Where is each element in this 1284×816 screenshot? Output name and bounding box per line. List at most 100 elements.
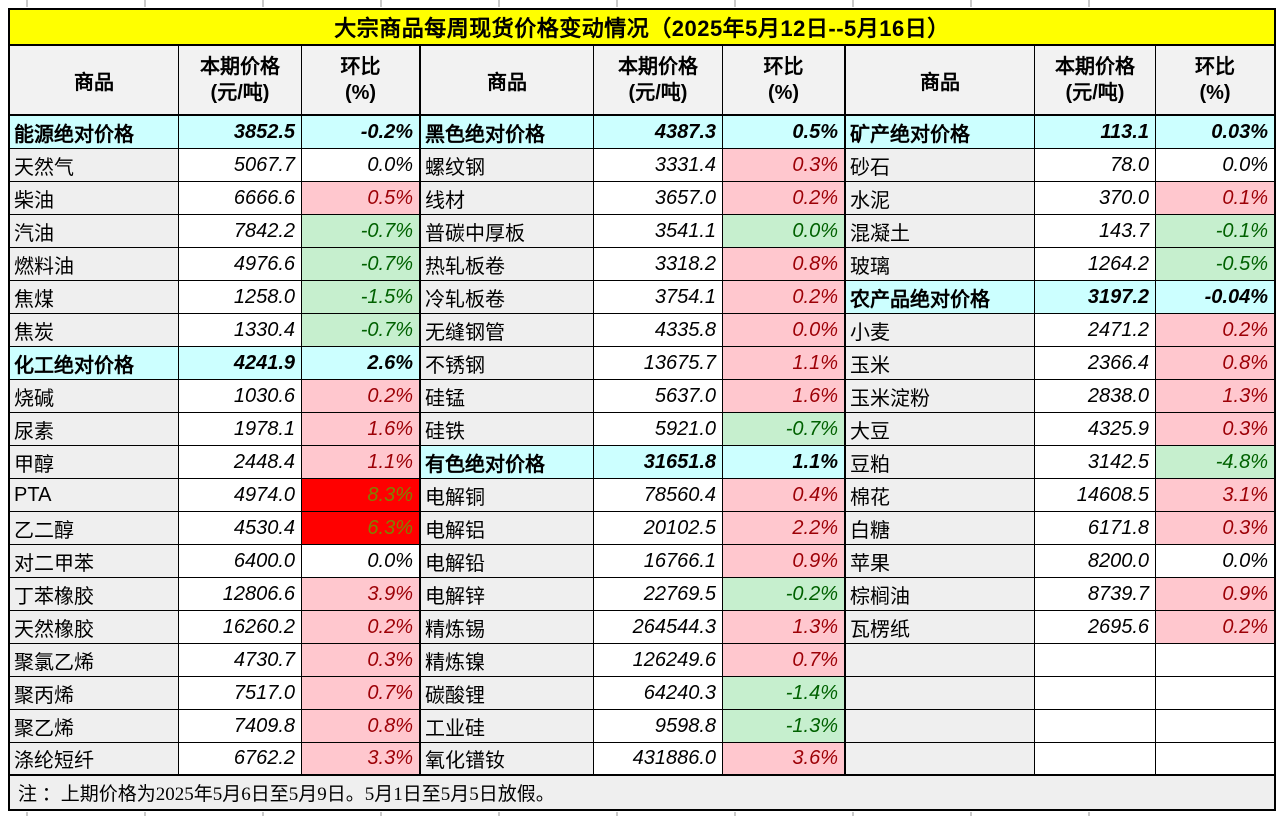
pct-cell[interactable]: [1156, 644, 1274, 677]
price-cell[interactable]: [1035, 644, 1156, 677]
commodity-name-cell[interactable]: 瓦楞纸: [846, 611, 1035, 644]
pct-cell[interactable]: -4.8%: [1156, 446, 1274, 479]
price-cell[interactable]: 3331.4: [594, 149, 723, 182]
pct-cell[interactable]: 0.1%: [1156, 182, 1274, 215]
price-cell[interactable]: 6400.0: [179, 545, 302, 578]
price-cell[interactable]: 4387.3: [594, 116, 723, 149]
commodity-name-cell[interactable]: [846, 677, 1035, 710]
pct-cell[interactable]: 1.1%: [723, 347, 846, 380]
header-pct-1[interactable]: 环比 (%): [302, 46, 421, 116]
price-cell[interactable]: 4976.6: [179, 248, 302, 281]
price-cell[interactable]: 8739.7: [1035, 578, 1156, 611]
price-cell[interactable]: 16766.1: [594, 545, 723, 578]
commodity-name-cell[interactable]: 能源绝对价格: [10, 116, 179, 149]
price-cell[interactable]: 6762.2: [179, 743, 302, 776]
pct-cell[interactable]: 0.2%: [723, 281, 846, 314]
price-cell[interactable]: 78.0: [1035, 149, 1156, 182]
header-pct-3[interactable]: 环比 (%): [1156, 46, 1274, 116]
price-cell[interactable]: 4530.4: [179, 512, 302, 545]
pct-cell[interactable]: 0.2%: [302, 380, 421, 413]
price-cell[interactable]: 5637.0: [594, 380, 723, 413]
commodity-name-cell[interactable]: 棕榈油: [846, 578, 1035, 611]
price-cell[interactable]: 3852.5: [179, 116, 302, 149]
header-price-1[interactable]: 本期价格 (元/吨): [179, 46, 302, 116]
pct-cell[interactable]: 0.03%: [1156, 116, 1274, 149]
commodity-name-cell[interactable]: 电解锌: [421, 578, 594, 611]
commodity-name-cell[interactable]: 矿产绝对价格: [846, 116, 1035, 149]
header-commodity-3[interactable]: 商品: [846, 46, 1035, 116]
pct-cell[interactable]: -0.7%: [723, 413, 846, 446]
commodity-name-cell[interactable]: 燃料油: [10, 248, 179, 281]
commodity-name-cell[interactable]: 聚乙烯: [10, 710, 179, 743]
commodity-name-cell[interactable]: 线材: [421, 182, 594, 215]
commodity-name-cell[interactable]: 玉米: [846, 347, 1035, 380]
commodity-name-cell[interactable]: 硅铁: [421, 413, 594, 446]
pct-cell[interactable]: 2.6%: [302, 347, 421, 380]
commodity-name-cell[interactable]: 烧碱: [10, 380, 179, 413]
pct-cell[interactable]: 1.6%: [723, 380, 846, 413]
price-cell[interactable]: 2366.4: [1035, 347, 1156, 380]
commodity-name-cell[interactable]: 甲醇: [10, 446, 179, 479]
commodity-name-cell[interactable]: 氧化镨钕: [421, 743, 594, 776]
price-cell[interactable]: 5921.0: [594, 413, 723, 446]
pct-cell[interactable]: 1.3%: [723, 611, 846, 644]
pct-cell[interactable]: -1.5%: [302, 281, 421, 314]
commodity-name-cell[interactable]: 农产品绝对价格: [846, 281, 1035, 314]
price-cell[interactable]: 3657.0: [594, 182, 723, 215]
commodity-name-cell[interactable]: 玻璃: [846, 248, 1035, 281]
table-title-cell[interactable]: 大宗商品每周现货价格变动情况（2025年5月12日--5月16日）: [10, 10, 1274, 46]
pct-cell[interactable]: 3.3%: [302, 743, 421, 776]
pct-cell[interactable]: 2.2%: [723, 512, 846, 545]
commodity-name-cell[interactable]: 工业硅: [421, 710, 594, 743]
pct-cell[interactable]: 0.0%: [723, 215, 846, 248]
price-cell[interactable]: 3142.5: [1035, 446, 1156, 479]
pct-cell[interactable]: -0.7%: [302, 215, 421, 248]
commodity-name-cell[interactable]: 电解铅: [421, 545, 594, 578]
commodity-name-cell[interactable]: 尿素: [10, 413, 179, 446]
price-cell[interactable]: 4974.0: [179, 479, 302, 512]
pct-cell[interactable]: 0.7%: [302, 677, 421, 710]
price-cell[interactable]: 64240.3: [594, 677, 723, 710]
pct-cell[interactable]: 0.0%: [302, 149, 421, 182]
price-cell[interactable]: 22769.5: [594, 578, 723, 611]
commodity-name-cell[interactable]: [846, 644, 1035, 677]
pct-cell[interactable]: 1.1%: [723, 446, 846, 479]
price-cell[interactable]: 1330.4: [179, 314, 302, 347]
pct-cell[interactable]: -1.3%: [723, 710, 846, 743]
commodity-name-cell[interactable]: 冷轧板卷: [421, 281, 594, 314]
pct-cell[interactable]: 3.1%: [1156, 479, 1274, 512]
pct-cell[interactable]: 0.0%: [723, 314, 846, 347]
price-cell[interactable]: 2471.2: [1035, 314, 1156, 347]
pct-cell[interactable]: -0.04%: [1156, 281, 1274, 314]
commodity-name-cell[interactable]: 聚丙烯: [10, 677, 179, 710]
commodity-name-cell[interactable]: 柴油: [10, 182, 179, 215]
pct-cell[interactable]: 0.2%: [302, 611, 421, 644]
commodity-name-cell[interactable]: 白糖: [846, 512, 1035, 545]
commodity-name-cell[interactable]: 碳酸锂: [421, 677, 594, 710]
commodity-name-cell[interactable]: 普碳中厚板: [421, 215, 594, 248]
pct-cell[interactable]: -0.2%: [302, 116, 421, 149]
commodity-name-cell[interactable]: 精炼镍: [421, 644, 594, 677]
pct-cell[interactable]: -1.4%: [723, 677, 846, 710]
pct-cell[interactable]: [1156, 710, 1274, 743]
price-cell[interactable]: 14608.5: [1035, 479, 1156, 512]
pct-cell[interactable]: -0.5%: [1156, 248, 1274, 281]
pct-cell[interactable]: 0.5%: [723, 116, 846, 149]
pct-cell[interactable]: -0.7%: [302, 248, 421, 281]
commodity-name-cell[interactable]: 混凝土: [846, 215, 1035, 248]
price-cell[interactable]: 7842.2: [179, 215, 302, 248]
pct-cell[interactable]: 1.3%: [1156, 380, 1274, 413]
price-cell[interactable]: 16260.2: [179, 611, 302, 644]
price-cell[interactable]: 8200.0: [1035, 545, 1156, 578]
price-cell[interactable]: [1035, 677, 1156, 710]
pct-cell[interactable]: [1156, 677, 1274, 710]
price-cell[interactable]: [1035, 743, 1156, 776]
price-cell[interactable]: 12806.6: [179, 578, 302, 611]
commodity-name-cell[interactable]: 不锈钢: [421, 347, 594, 380]
pct-cell[interactable]: 3.9%: [302, 578, 421, 611]
commodity-name-cell[interactable]: 小麦: [846, 314, 1035, 347]
commodity-name-cell[interactable]: PTA: [10, 479, 179, 512]
commodity-name-cell[interactable]: [846, 743, 1035, 776]
header-pct-2[interactable]: 环比 (%): [723, 46, 846, 116]
footnote-cell[interactable]: 注 ：上期价格为2025年5月6日至5月9日。5月1日至5月5日放假。: [10, 776, 1274, 809]
